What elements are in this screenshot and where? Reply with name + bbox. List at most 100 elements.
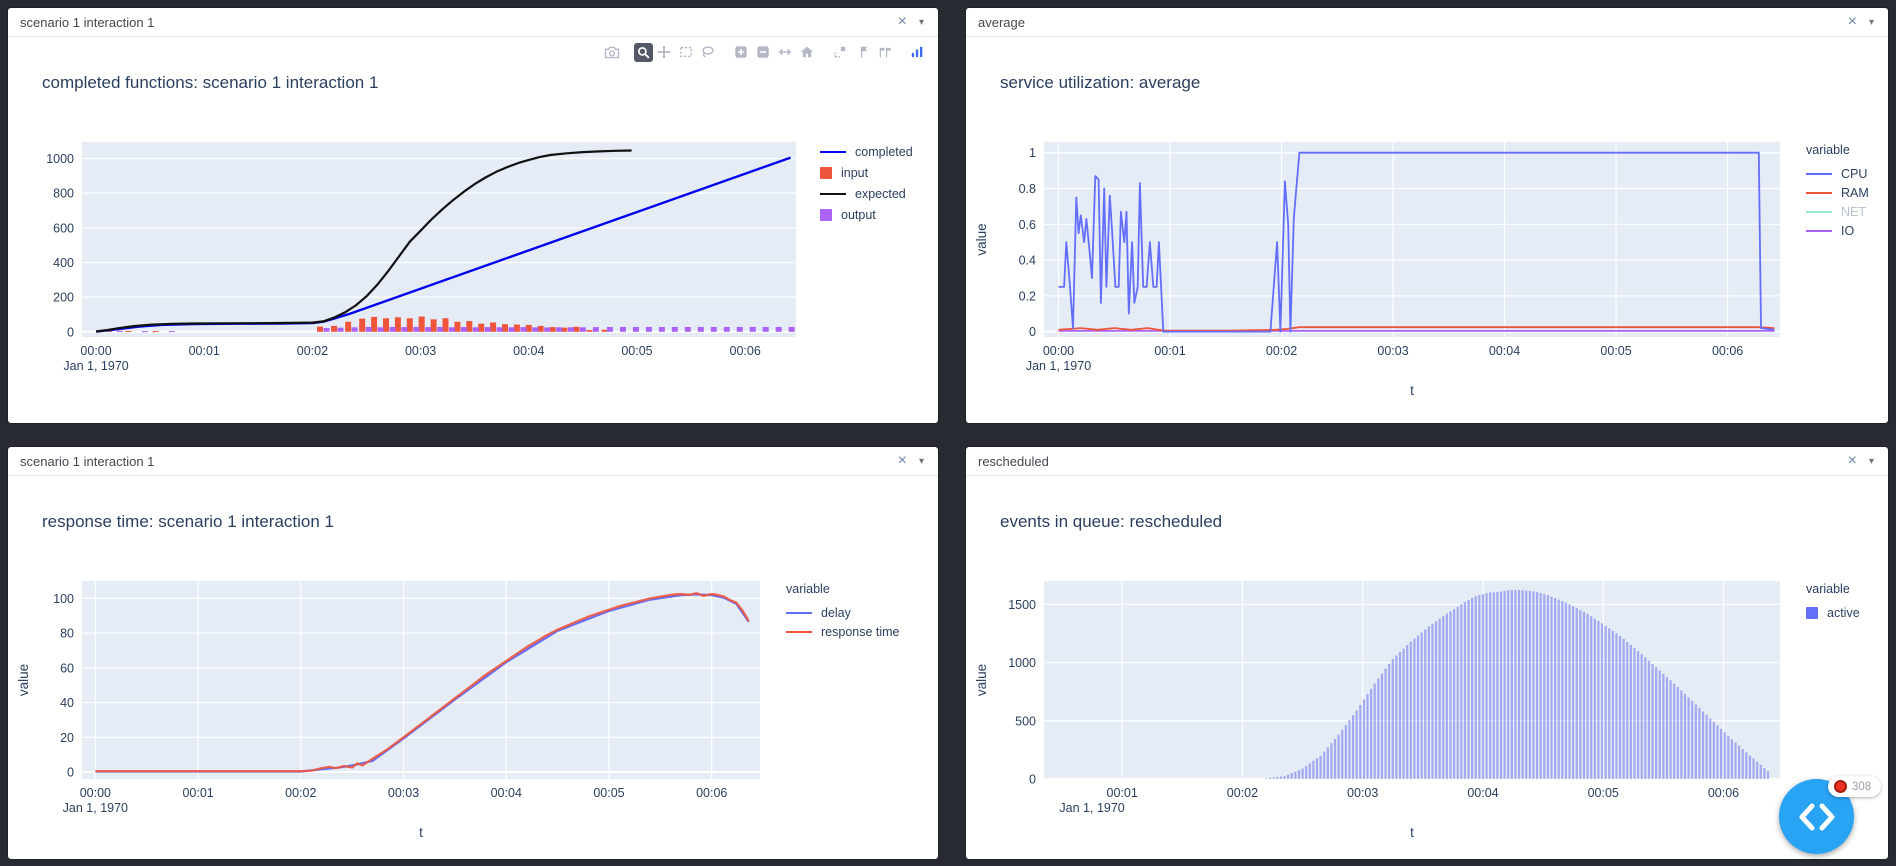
plot-background (82, 142, 796, 337)
collapse-caret-icon[interactable]: ▾ (918, 455, 924, 467)
window-titlebar[interactable]: average × ▾ (966, 8, 1888, 37)
close-icon[interactable]: × (1847, 452, 1857, 469)
badge-count: 308 (1852, 780, 1872, 793)
x-tick-label: 00:02 (1266, 344, 1297, 358)
series-response time (95, 592, 750, 773)
x-tick-label: 00:05 (593, 786, 624, 800)
series-CPU (1058, 151, 1775, 333)
x-tick-label: 00:06 (730, 344, 761, 358)
legend: completed input expected output (820, 141, 913, 225)
y-tick-label: 400 (53, 256, 74, 270)
window-title: scenario 1 interaction 1 (20, 453, 155, 469)
close-icon[interactable]: × (1847, 13, 1857, 30)
legend-item-ram[interactable]: RAM (1806, 183, 1869, 202)
pan-icon[interactable] (653, 42, 675, 62)
legend-item-delay[interactable]: delay (786, 603, 900, 622)
chart-title: events in queue: rescheduled (1000, 512, 1223, 531)
y-tick-label: 60 (60, 661, 74, 675)
y-tick-label: 1 (1029, 146, 1036, 160)
lasso-select-icon[interactable] (697, 42, 719, 62)
plot-background (1044, 581, 1780, 779)
date-label: Jan 1, 1970 (63, 359, 128, 373)
series-expected (95, 149, 632, 333)
legend-swatch (1806, 229, 1832, 232)
y-axis-title: value (16, 664, 31, 696)
legend-item-net[interactable]: NET (1806, 202, 1869, 221)
zoom-out-icon[interactable] (752, 42, 774, 62)
close-icon[interactable]: × (897, 13, 907, 30)
chart-canvas[interactable]: 0 500 1000 1500 00:01 00:02 00:03 00:04 00:05 00:… (966, 476, 1888, 859)
y-axis-title: value (974, 664, 989, 696)
series-input (106, 316, 608, 333)
date-label: Jan 1, 1970 (63, 801, 128, 815)
y-tick-label: 1000 (46, 152, 74, 166)
close-icon[interactable]: × (897, 452, 907, 469)
chart-title: response time: scenario 1 interaction 1 (42, 512, 334, 531)
legend-title: variable (1806, 582, 1850, 596)
panel-service-utilization: average × ▾ 0 0.2 0.4 0.6 0.8 1 00:00 00:01 00:0… (966, 8, 1888, 423)
plotly-logo-icon[interactable] (906, 42, 928, 62)
notification-badge[interactable]: 308 (1828, 776, 1882, 797)
window-titlebar[interactable]: rescheduled × ▾ (966, 447, 1888, 476)
plot-background (1044, 142, 1780, 337)
box-select-icon[interactable] (675, 42, 697, 62)
zoom-in-icon[interactable] (730, 42, 752, 62)
legend-swatch (1806, 172, 1832, 175)
collapse-caret-icon[interactable]: ▾ (918, 16, 924, 28)
x-axis-title: t (419, 825, 423, 840)
legend-item-output[interactable]: output (820, 204, 913, 225)
x-tick-label: 00:01 (1107, 786, 1138, 800)
x-tick-label: 00:00 (1043, 344, 1074, 358)
y-tick-label: 600 (53, 221, 74, 235)
y-tick-label: 0.6 (1019, 218, 1036, 232)
legend-item-response-time[interactable]: response time (786, 622, 900, 641)
x-axis-title: t (1410, 825, 1414, 840)
x-tick-label: 00:00 (80, 344, 111, 358)
y-tick-label: 1500 (1008, 598, 1036, 612)
x-tick-label: 00:04 (491, 786, 522, 800)
panel-events-in-queue: rescheduled × ▾ 0 500 1000 1500 00:01 00:02 00… (966, 447, 1888, 859)
y-tick-label: 1000 (1008, 656, 1036, 670)
panel-response-time: scenario 1 interaction 1 × ▾ 0 20 40 60 80 10… (8, 447, 938, 859)
plot-background (82, 581, 760, 779)
window-titlebar[interactable]: scenario 1 interaction 1 × ▾ (8, 8, 938, 37)
x-tick-label: 00:03 (1347, 786, 1378, 800)
record-dot-icon (1834, 780, 1847, 793)
y-tick-label: 0.8 (1019, 182, 1036, 196)
x-tick-label: 00:05 (1588, 786, 1619, 800)
y-tick-label: 500 (1015, 714, 1036, 728)
legend-item-input[interactable]: input (820, 162, 913, 183)
x-tick-label: 00:03 (1377, 344, 1408, 358)
zoom-icon[interactable] (634, 42, 653, 62)
legend-title: variable (786, 582, 830, 596)
hover-closest-icon[interactable] (851, 42, 873, 62)
date-label: Jan 1, 1970 (1059, 801, 1124, 815)
x-tick-label: 00:01 (182, 786, 213, 800)
legend-item-cpu[interactable]: CPU (1806, 164, 1869, 183)
plotly-modebar (601, 42, 928, 62)
y-tick-label: 200 (53, 291, 74, 305)
hover-compare-icon[interactable] (873, 42, 895, 62)
chart-canvas[interactable]: 0 0.2 0.4 0.6 0.8 1 00:00 00:01 00:02 00:03 00:04 0… (966, 37, 1888, 423)
toggle-spikelines-icon[interactable] (829, 42, 851, 62)
legend-item-completed[interactable]: completed (820, 141, 913, 162)
x-tick-label: 00:04 (1467, 786, 1498, 800)
autoscale-icon[interactable] (774, 42, 796, 62)
chart-title: completed functions: scenario 1 interact… (42, 73, 379, 92)
collapse-caret-icon[interactable]: ▾ (1868, 455, 1874, 467)
camera-icon[interactable] (601, 42, 623, 62)
x-axis-title: t (1410, 383, 1414, 398)
y-tick-label: 40 (60, 696, 74, 710)
window-titlebar[interactable]: scenario 1 interaction 1 × ▾ (8, 447, 938, 476)
chart-canvas[interactable]: 0 20 40 60 80 100 00:00 00:01 00:02 00:03 00:04 00:… (8, 476, 938, 859)
collapse-caret-icon[interactable]: ▾ (1868, 16, 1874, 28)
legend-item-expected[interactable]: expected (820, 183, 913, 204)
panel-completed-functions: scenario 1 interaction 1 × ▾ 0 200 400 600 8… (8, 8, 938, 423)
legend-item-active[interactable]: active (1806, 603, 1860, 622)
chart-canvas[interactable]: 0 200 400 600 800 1000 00:00 00:01 00:02 00:03 00:… (8, 37, 938, 423)
legend-item-io[interactable]: IO (1806, 221, 1869, 240)
reset-axes-home-icon[interactable] (796, 42, 818, 62)
legend-swatch (820, 192, 846, 195)
x-tick-label: 00:06 (696, 786, 727, 800)
window-title: rescheduled (978, 453, 1049, 469)
